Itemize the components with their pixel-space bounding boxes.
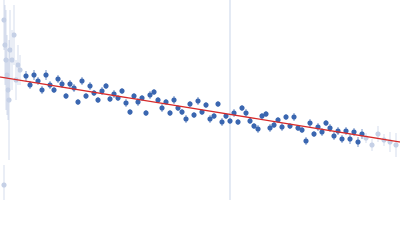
point [7,47,13,53]
page: {"chart_data": {"type": "scatter", "xlim… [0,0,400,200]
point [211,113,217,119]
point [51,87,57,93]
point [251,123,257,129]
point [207,116,213,122]
point [2,42,8,48]
point [339,136,345,142]
point [283,114,289,120]
point [9,57,15,63]
point [167,110,173,116]
point [17,67,23,73]
point [351,129,357,135]
fit-line [0,76,400,143]
point [55,76,61,82]
point [223,113,229,119]
point [179,109,185,115]
point [267,125,273,131]
point [227,118,233,124]
point [43,72,49,78]
point [1,17,7,23]
point [143,110,149,116]
point [375,131,381,137]
point [299,127,305,133]
point [347,136,353,142]
point [4,72,10,78]
point [295,125,301,131]
point [323,120,329,126]
point [271,122,277,128]
point [23,73,29,79]
point [247,118,253,124]
point [135,99,141,105]
point [103,83,109,89]
point [331,133,337,139]
point [183,116,189,122]
point [87,83,93,89]
point [35,78,41,84]
point [311,131,317,137]
point [243,110,249,116]
point [95,97,101,103]
point [159,105,165,111]
point [1,182,7,188]
point [15,62,21,68]
point [199,109,205,115]
point [327,125,333,131]
point [303,138,309,144]
point [67,81,73,87]
point [6,97,12,103]
point [263,111,269,117]
point [203,102,209,108]
point [235,119,241,125]
point [369,142,375,148]
point [279,124,285,130]
point [195,98,201,104]
point [131,93,137,99]
point [39,87,45,93]
point [239,105,245,111]
point [155,97,161,103]
point [191,112,197,118]
point [75,99,81,105]
point [219,119,225,125]
point [127,109,133,115]
point [63,93,69,99]
point [147,92,153,98]
point [259,113,265,119]
point [119,88,125,94]
point [307,120,313,126]
point [151,89,157,95]
point [275,117,281,123]
point [291,114,297,120]
point [187,101,193,107]
point [79,78,85,84]
point [27,82,33,88]
point [31,72,37,78]
point [343,128,349,134]
point [171,97,177,103]
point [3,57,9,63]
chart [0,0,400,200]
point [319,129,325,135]
point [99,88,105,94]
point [255,126,261,132]
point [393,142,399,148]
point [355,139,361,145]
point [107,96,113,102]
point [11,32,17,38]
point [215,101,221,107]
point [123,100,129,106]
point [83,93,89,99]
point [5,87,11,93]
point [59,81,65,87]
